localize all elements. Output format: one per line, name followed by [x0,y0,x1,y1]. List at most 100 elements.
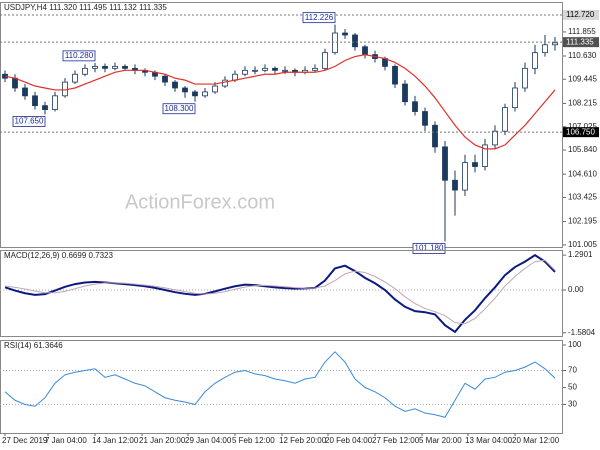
y-tick-label: 110.630 [568,51,597,60]
x-tick-label: 7 Jan 04:00 [45,436,87,445]
price-label-box [563,37,599,48]
x-tick-label: 29 Jan 04:00 [185,436,232,445]
price-label-box [563,127,599,138]
x-tick-label: 5 Mar 20:00 [419,436,462,445]
x-tick-label: 27 Feb 12:00 [372,436,420,445]
annotation-box [12,116,46,127]
y-tick-label: 111.855 [568,27,596,36]
candle-body [322,52,328,69]
y-tick-label: 108.215 [568,99,597,108]
y-tick-label: -1.5804 [568,328,596,337]
y-tick-label: 102.195 [568,217,597,226]
candle-body [532,52,538,69]
price-label: 106.750 [566,127,595,136]
candle-body [22,87,28,97]
candle-body [172,81,178,89]
x-tick-label: 14 Jan 12:00 [92,436,139,445]
candle-body [72,73,78,83]
candle-body [112,65,118,69]
candle-body [542,44,548,54]
annotation-box [62,50,96,62]
price-label-box [563,9,599,20]
indicator-line [4,259,556,325]
candle-body [502,107,508,132]
indicator-line [4,253,556,334]
candle-body [202,91,208,97]
candle-body [82,67,88,75]
moving-average [4,54,556,150]
candle-body [522,67,528,89]
panel-title: RSI(14) 61.3646 [4,341,63,350]
y-tick-label: 30 [568,400,577,409]
candle-body [62,81,68,97]
candle-body [432,124,438,148]
x-tick-label: 27 Dec 2019 [2,436,48,445]
y-tick-label: 103.425 [568,193,597,202]
watermark: ActionForex.com [125,191,275,213]
candle-body [392,65,398,85]
panel-frame [0,2,563,248]
y-tick-label: 104.610 [568,169,597,178]
candle-body [212,85,218,93]
candle-body [362,46,368,56]
x-tick-label: 13 Mar 04:00 [465,436,513,445]
candle-body [92,65,98,69]
candle-body [12,77,18,89]
panel-frame [0,250,563,337]
y-tick-label: 1.2901 [568,250,593,259]
y-tick-label: 109.445 [568,74,597,83]
candle-body [452,179,458,191]
candle-body [552,42,558,46]
candle-body [342,32,348,36]
x-tick-label: 20 Feb 04:00 [325,436,373,445]
candle-body [412,101,418,112]
y-tick-label: 50 [568,383,577,392]
candle-body [332,32,338,54]
price-label: 112.720 [566,10,595,19]
x-tick-label: 20 Mar 12:00 [512,436,560,445]
candle-body [352,34,358,48]
candle-body [122,65,128,69]
candle-body [312,67,318,71]
annotation-box [302,12,336,24]
candle-body [512,87,518,109]
y-tick-label: 107.025 [568,122,597,131]
candle-body [32,95,38,107]
candle-body [462,162,468,191]
candle-body [242,69,248,75]
price-label: 111.335 [566,37,594,46]
candle-body [42,105,48,110]
x-tick-label: 5 Feb 12:00 [232,436,275,445]
y-tick-label: 101.005 [568,240,597,249]
annotation-label: 101.180 [415,244,444,253]
candle-body [192,91,198,97]
candle-body [222,79,228,87]
candle-body [252,69,258,72]
candle-body [472,162,478,167]
candle-body [262,67,268,71]
panel-title: MACD(12,26,9) 0.6699 0.7323 [4,251,114,260]
candle-body [162,75,168,83]
y-tick-label: 70 [568,366,577,375]
annotation-box [412,243,446,254]
candle-body [442,146,448,181]
x-tick-label: 12 Feb 20:00 [279,436,327,445]
y-tick-label: 105.840 [568,145,597,154]
annotation-label: 110.280 [65,51,94,60]
candle-body [492,130,498,146]
candle-body [272,67,278,71]
candle-body [102,65,108,69]
candle-body [482,144,488,167]
candle-body [282,69,288,72]
candle-body [402,83,408,103]
x-tick-label: 21 Jan 20:00 [139,436,186,445]
indicator-line [4,351,556,418]
candle-body [422,111,428,126]
annotation-label: 112.226 [305,13,334,22]
y-tick-label: 100 [568,340,582,349]
annotation-label: 107.650 [15,117,44,126]
annotation-label: 108.300 [165,104,194,113]
y-tick-label: 0.00 [568,285,584,294]
